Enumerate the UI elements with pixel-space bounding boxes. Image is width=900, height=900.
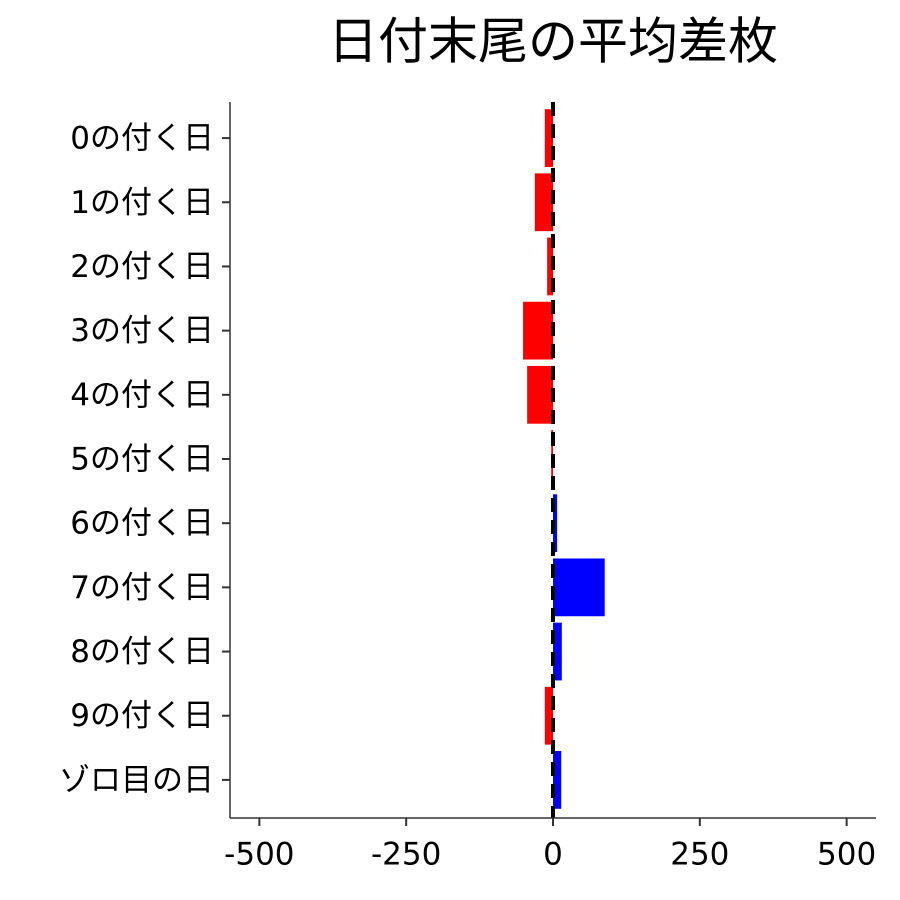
x-tick-label: -250	[371, 837, 441, 873]
y-tick-label: 7の付く日	[70, 570, 214, 606]
x-tick-label: -500	[224, 837, 294, 873]
bar	[534, 173, 553, 232]
y-tick-label: 3の付く日	[70, 313, 214, 349]
y-tick-label: 4の付く日	[70, 377, 214, 413]
bar	[523, 301, 553, 360]
x-tick-label: 0	[543, 837, 563, 873]
y-tick-label: 6の付く日	[70, 506, 214, 542]
bar	[547, 237, 553, 296]
y-tick-label: 9の付く日	[70, 698, 214, 734]
x-tick-label: 250	[670, 837, 729, 873]
bar	[553, 558, 605, 617]
bar	[527, 365, 553, 424]
y-tick-label: 2の付く日	[70, 249, 214, 285]
chart-title: 日付末尾の平均差枚	[328, 13, 778, 71]
x-tick-label: 500	[817, 837, 876, 873]
bar	[544, 686, 553, 745]
y-tick-label: 0の付く日	[70, 121, 214, 157]
bar	[553, 622, 562, 681]
y-tick-label: 8の付く日	[70, 634, 214, 670]
bar	[553, 494, 558, 553]
bar	[544, 109, 553, 167]
y-tick-label: 1の付く日	[70, 185, 214, 221]
bar	[553, 751, 562, 809]
y-tick-label: ゾロ目の日	[59, 762, 214, 798]
y-tick-label: 5の付く日	[70, 442, 214, 478]
